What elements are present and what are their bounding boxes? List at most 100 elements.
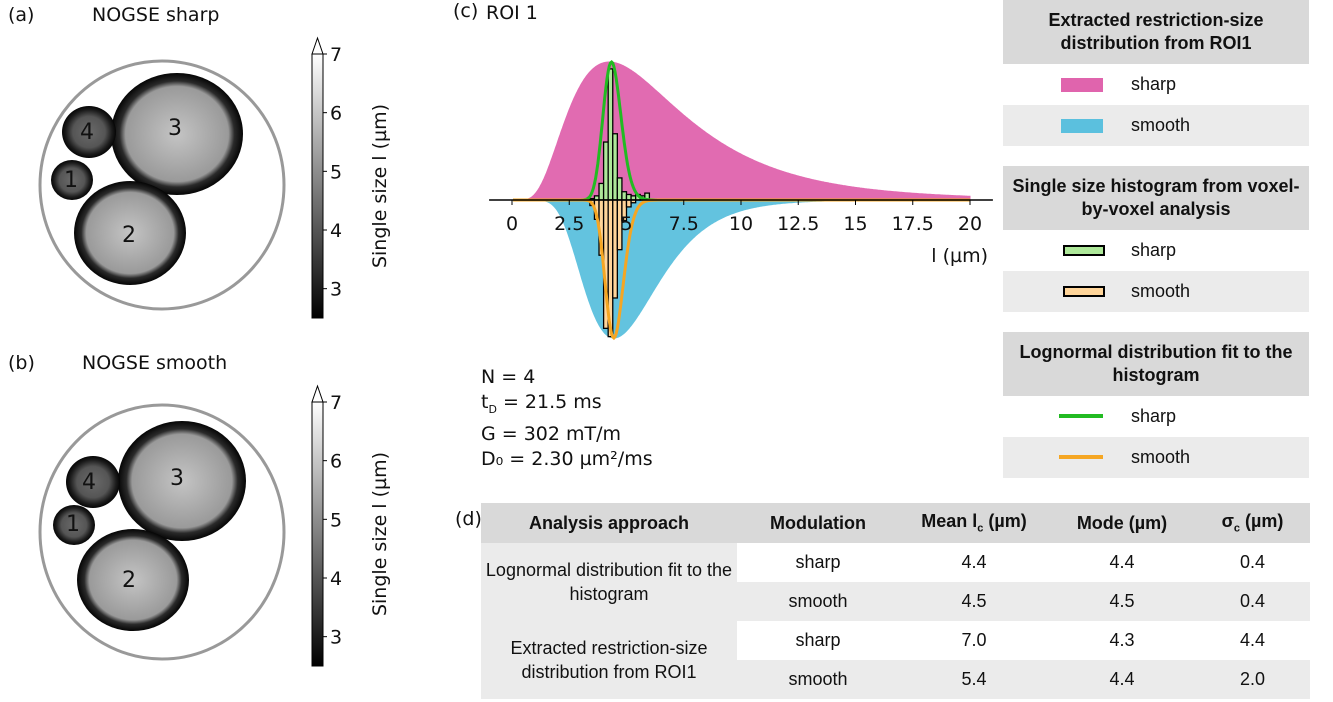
colorbar-sharp: 3 4 5 6 7 Single size l (µm) — [311, 36, 391, 319]
x-tick-label: 12.5 — [777, 213, 819, 235]
roi-label-1: 1 — [64, 168, 78, 193]
nogse-sharp-map — [38, 59, 286, 311]
orange-hist-swatch — [1063, 286, 1105, 297]
histogram-bar-sharp — [625, 193, 632, 201]
histogram-bar-sharp — [616, 177, 623, 201]
nogse-smooth-map — [38, 403, 286, 661]
colorbar-gradient — [311, 401, 324, 667]
legend-item-extracted-sharp: sharp — [1003, 64, 1309, 105]
chart-legend: Extracted restriction-size distribution … — [1003, 0, 1309, 478]
histogram-bar-sharp — [621, 191, 628, 201]
x-tick-label: 5 — [620, 213, 632, 235]
blue-swatch — [1061, 119, 1103, 133]
roi-label-2-b: 2 — [122, 568, 136, 593]
histogram-bar-smooth — [625, 199, 632, 208]
histogram-bar-sharp — [612, 133, 618, 201]
panel-a-label: (a) — [8, 4, 35, 26]
table-cell: 4.4 — [1195, 621, 1310, 660]
roi-label-2: 2 — [122, 223, 136, 248]
x-tick-label: 2.5 — [554, 213, 584, 235]
roi-label-1-b: 1 — [66, 512, 80, 537]
colorbar-tick-label: 4 — [330, 568, 342, 590]
table-cell: sharp — [737, 621, 899, 660]
results-table: Analysis approach Modulation Mean lc (µm… — [481, 503, 1310, 699]
legend-item-hist-sharp: sharp — [1003, 230, 1309, 271]
roi-label-4-b: 4 — [82, 470, 96, 495]
green-line-swatch — [1059, 414, 1103, 418]
colorbar-gradient — [311, 53, 324, 319]
colorbar-tick-label: 3 — [330, 279, 342, 301]
x-tick-label: 15 — [843, 213, 867, 235]
colorbar-smooth: 3 4 5 6 7 Single size l (µm) — [311, 384, 391, 667]
colorbar-tick-label: 3 — [330, 627, 342, 649]
table-cell: 5.4 — [899, 660, 1049, 699]
table-cell: 7.0 — [899, 621, 1049, 660]
legend-item-hist-smooth: smooth — [1003, 271, 1309, 312]
x-tick-label: 17.5 — [892, 213, 934, 235]
table-cell: smooth — [737, 582, 899, 621]
table-header-row: Analysis approach Modulation Mean lc (µm… — [481, 503, 1310, 543]
orange-line-swatch — [1059, 455, 1103, 459]
colorbar-tick-label: 6 — [330, 103, 342, 125]
histogram-bar-sharp — [607, 68, 614, 201]
x-tick-label: 20 — [958, 213, 982, 235]
legend-title-histogram: Single size histogram from voxel-by-voxe… — [1003, 166, 1309, 230]
header-approach: Analysis approach — [481, 503, 737, 543]
histogram-bar-sharp — [598, 182, 605, 201]
header-mode: Mode (µm) — [1049, 503, 1195, 543]
header-mean: Mean lc (µm) — [899, 503, 1049, 543]
x-tick-label: 7.5 — [669, 213, 699, 235]
colorbar-extend-arrow — [311, 36, 324, 55]
distribution-sharp — [513, 61, 971, 201]
colorbar-extend-arrow — [311, 384, 324, 403]
table-row: Lognormal distribution fit to the histog… — [481, 543, 1310, 621]
table-cell: 2.0 — [1195, 660, 1310, 699]
size-distribution-chart: 0 2.5 5 7.5 10 12.5 15 17.5 20 l (µm) — [489, 59, 993, 341]
table-row: smooth 4.5 4.5 0.4 — [481, 582, 1310, 621]
x-tick-label: 10 — [729, 213, 753, 235]
legend-title-extracted: Extracted restriction-size distribution … — [1003, 0, 1309, 64]
legend-item-extracted-smooth: smooth — [1003, 105, 1309, 146]
panel-b-title: NOGSE smooth — [82, 352, 228, 374]
param-g: G = 302 mT/m — [481, 422, 622, 445]
colorbar-tick-label: 5 — [330, 509, 342, 531]
legend-item-fit-sharp: sharp — [1003, 396, 1309, 437]
header-modulation: Modulation — [737, 503, 899, 543]
table-cell: 0.4 — [1195, 582, 1310, 621]
colorbar-tick-label: 7 — [330, 44, 342, 66]
table-cell: 0.4 — [1195, 543, 1310, 582]
x-axis-label: l (µm) — [931, 245, 988, 267]
panel-c-title: ROI 1 — [486, 2, 538, 24]
colorbar-tick-label: 5 — [330, 161, 342, 183]
colorbar-tick-label: 7 — [330, 392, 342, 414]
panel-b-label: (b) — [8, 352, 35, 374]
legend-item-fit-smooth: smooth — [1003, 437, 1309, 478]
roi-label-4: 4 — [80, 120, 94, 145]
table-row: smooth 5.4 4.4 2.0 — [481, 660, 1310, 699]
table-cell: 4.5 — [899, 582, 1049, 621]
param-td: tD = 21.5 ms — [481, 391, 602, 416]
table-cell: smooth — [737, 660, 899, 699]
x-tick-label: 0 — [506, 213, 518, 235]
green-hist-swatch — [1063, 245, 1105, 256]
pink-swatch — [1061, 78, 1103, 92]
param-n: N = 4 — [481, 366, 536, 388]
table-cell: 4.3 — [1049, 621, 1195, 660]
table-cell: 4.4 — [1049, 543, 1195, 582]
legend-title-lognormal: Lognormal distribution fit to the histog… — [1003, 332, 1309, 396]
approach-cell: Lognormal distribution fit to the histog… — [481, 543, 737, 621]
roi-label-3-b: 3 — [170, 466, 184, 491]
param-d0: D₀ = 2.30 µm²/ms — [481, 447, 653, 470]
histogram-bar-smooth — [612, 199, 618, 299]
roi-label-3: 3 — [168, 116, 182, 141]
panel-a-title: NOGSE sharp — [92, 4, 220, 26]
approach-cell: Extracted restriction-size distribution … — [481, 621, 737, 699]
table-cell: sharp — [737, 543, 899, 582]
table-row: Extracted restriction-size distribution … — [481, 621, 1310, 699]
colorbar-label: Single size l (µm) — [369, 104, 391, 268]
header-sigma: σc (µm) — [1195, 503, 1310, 543]
table-cell: 4.4 — [1049, 660, 1195, 699]
histogram-bar-sharp — [602, 141, 609, 201]
table-cell: 4.5 — [1049, 582, 1195, 621]
colorbar-label: Single size l (µm) — [369, 452, 391, 616]
